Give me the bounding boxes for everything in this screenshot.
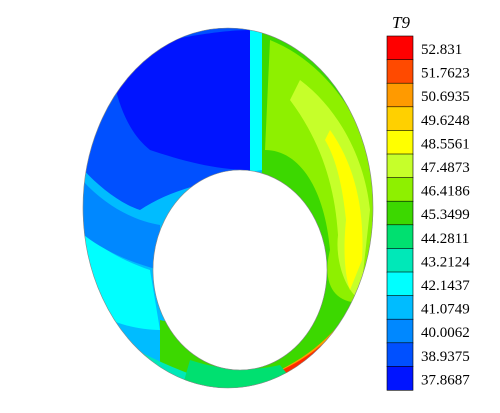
legend-swatch: [386, 366, 414, 391]
legend-labels: 52.831 51.7623 50.6935 49.6248 48.5561 47.487…: [421, 42, 470, 388]
color-legend: T9 52.831 51.7623 50.6935 49.6248 48.5561 47.…: [386, 13, 470, 391]
legend-swatch: [386, 82, 414, 108]
legend-tick-label: 50.6935: [421, 89, 470, 105]
legend-swatch: [386, 224, 414, 250]
legend-swatch: [386, 200, 414, 226]
field-region-orange: [280, 280, 370, 385]
legend-swatch: [386, 248, 414, 273]
legend-swatch: [386, 106, 414, 132]
legend-swatch: [386, 153, 414, 179]
legend-swatch: [386, 318, 414, 344]
legend-tick-label: 51.7623: [421, 66, 470, 82]
legend-tick-label: 48.5561: [421, 136, 470, 152]
legend-swatch: [386, 271, 414, 297]
legend-tick-label: 42.1437: [421, 278, 470, 294]
legend-swatch: [386, 177, 414, 202]
legend-title: T9: [392, 13, 410, 32]
legend-tick-label: 46.4186: [421, 184, 470, 200]
annulus-contour-field: [82, 28, 373, 388]
legend-tick-label: 40.0062: [421, 325, 470, 341]
legend-tick-label: 41.0749: [421, 302, 470, 318]
legend-tick-label: 47.4873: [421, 160, 470, 176]
field-region-deep-blue: [110, 30, 250, 170]
legend-tick-label: 52.831: [421, 42, 462, 58]
legend-swatches: [386, 35, 414, 391]
annulus-outline: [82, 27, 374, 389]
field-region-yellow: [325, 130, 363, 290]
legend-swatch: [386, 59, 414, 84]
legend-swatch: [386, 130, 414, 155]
legend-swatch: [386, 342, 414, 367]
legend-swatch: [386, 35, 414, 61]
legend-tick-label: 44.2811: [421, 231, 469, 247]
legend-swatch: [386, 295, 414, 320]
legend-tick-label: 43.2124: [421, 254, 470, 270]
legend-tick-label: 45.3499: [421, 207, 470, 223]
field-region-mid-blue: [82, 150, 160, 270]
legend-tick-label: 38.9375: [421, 349, 470, 365]
legend-tick-label: 37.8687: [421, 372, 470, 388]
legend-tick-label: 49.6248: [421, 113, 470, 129]
